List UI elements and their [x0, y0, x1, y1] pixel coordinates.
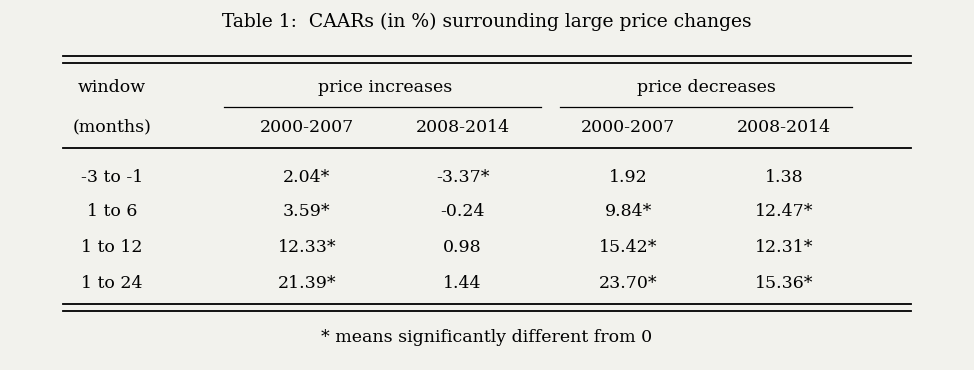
Text: 1 to 6: 1 to 6 — [87, 204, 137, 221]
Text: 15.36*: 15.36* — [755, 275, 813, 292]
Text: 1.44: 1.44 — [443, 275, 482, 292]
Text: Table 1:  CAARs (in %) surrounding large price changes: Table 1: CAARs (in %) surrounding large … — [222, 13, 752, 31]
Text: 23.70*: 23.70* — [599, 275, 657, 292]
Text: -3.37*: -3.37* — [436, 169, 489, 186]
Text: 2008-2014: 2008-2014 — [737, 118, 831, 135]
Text: 1.38: 1.38 — [765, 169, 804, 186]
Text: -0.24: -0.24 — [440, 204, 485, 221]
Text: 9.84*: 9.84* — [605, 204, 652, 221]
Text: * means significantly different from 0: * means significantly different from 0 — [321, 330, 653, 346]
Text: 2000-2007: 2000-2007 — [260, 118, 354, 135]
Text: (months): (months) — [73, 118, 151, 135]
Text: 1 to 24: 1 to 24 — [81, 275, 143, 292]
Text: 15.42*: 15.42* — [599, 239, 657, 256]
Text: price decreases: price decreases — [637, 78, 775, 95]
Text: -3 to -1: -3 to -1 — [81, 169, 143, 186]
Text: 0.98: 0.98 — [443, 239, 482, 256]
Text: price increases: price increases — [318, 78, 452, 95]
Text: 2000-2007: 2000-2007 — [581, 118, 675, 135]
Text: 12.47*: 12.47* — [755, 204, 813, 221]
Text: 12.33*: 12.33* — [278, 239, 336, 256]
Text: 2.04*: 2.04* — [283, 169, 330, 186]
Text: 1 to 12: 1 to 12 — [81, 239, 143, 256]
Text: 1.92: 1.92 — [609, 169, 648, 186]
Text: 3.59*: 3.59* — [283, 204, 330, 221]
Text: 21.39*: 21.39* — [278, 275, 336, 292]
Text: window: window — [78, 78, 146, 95]
Text: 2008-2014: 2008-2014 — [416, 118, 509, 135]
Text: 12.31*: 12.31* — [755, 239, 813, 256]
